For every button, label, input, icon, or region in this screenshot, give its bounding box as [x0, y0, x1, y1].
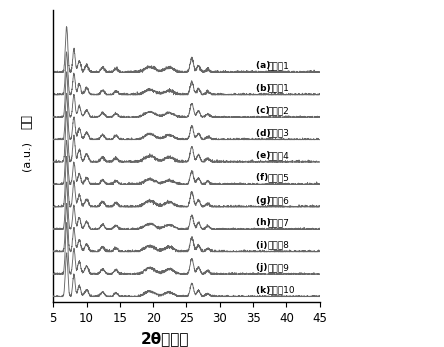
- Text: 实施例4: 实施例4: [268, 151, 289, 160]
- Text: 实施例6: 实施例6: [268, 196, 289, 205]
- Text: 实施例8: 实施例8: [268, 241, 289, 250]
- Text: 2θ（度）: 2θ（度）: [141, 331, 190, 346]
- Text: 实施例9: 实施例9: [268, 263, 289, 272]
- Text: (f): (f): [256, 174, 272, 183]
- Text: (g): (g): [256, 196, 274, 205]
- Text: (b): (b): [256, 84, 274, 93]
- Text: 实施例2: 实施例2: [268, 106, 289, 115]
- Text: 强度: 强度: [20, 114, 33, 129]
- Text: (j): (j): [256, 263, 271, 272]
- Text: 实施例10: 实施例10: [268, 286, 295, 295]
- Text: 实施例5: 实施例5: [268, 174, 289, 183]
- Text: 实施例1: 实施例1: [268, 84, 289, 93]
- Text: 实施例7: 实施例7: [268, 218, 289, 227]
- Text: (a): (a): [256, 61, 274, 70]
- Text: 对比例1: 对比例1: [268, 61, 289, 70]
- Text: (c): (c): [256, 106, 273, 115]
- Text: (e): (e): [256, 151, 274, 160]
- Text: (h): (h): [256, 218, 274, 227]
- Text: (d): (d): [256, 129, 274, 137]
- Text: 实施例3: 实施例3: [268, 129, 289, 137]
- Text: (i): (i): [256, 241, 271, 250]
- Text: (a.u.): (a.u.): [22, 141, 32, 171]
- Text: (k): (k): [256, 286, 274, 295]
